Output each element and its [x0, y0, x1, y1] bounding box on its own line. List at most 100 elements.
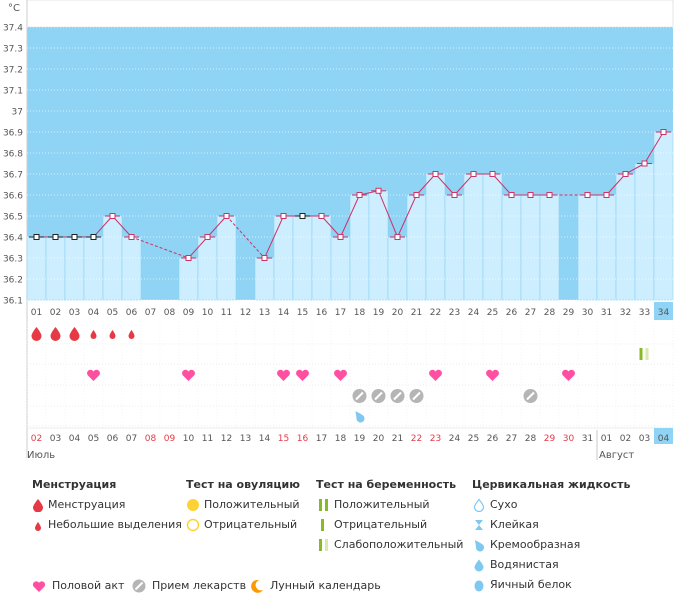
- legend-label: Яичный белок: [490, 578, 572, 591]
- heart-icon: [486, 369, 499, 381]
- legend-medication: Прием лекарств: [132, 578, 246, 594]
- legend-cervical-title: Цервикальная жидкость: [472, 478, 631, 491]
- y-tick-label: 37.2: [3, 66, 23, 76]
- bbt-chart: 36.1 36.2 36.3 36.4 36.5 36.6 36.7 36.8 36.9 37 37…: [3, 0, 674, 461]
- temp-segment: [188, 236, 208, 259]
- legend-pregnancy-negative: Отрицательный: [316, 518, 463, 538]
- temp-bar: [197, 236, 218, 301]
- legend-label: Сухо: [490, 498, 518, 511]
- legend-label: Отрицательный: [204, 518, 298, 531]
- pregnancy-test-icon: [639, 348, 643, 360]
- date-label: 15: [278, 434, 289, 444]
- date-label: 01: [601, 434, 612, 444]
- heart-icon: [296, 369, 309, 381]
- temp-segment: [93, 215, 113, 238]
- legend-label: Положительный: [334, 498, 430, 511]
- legend-label: Клейкая: [490, 518, 539, 531]
- x-tick-label: 31: [601, 308, 612, 318]
- legend-moon-calendar: Лунный календарь: [250, 578, 381, 594]
- month-label: Июль: [27, 450, 55, 461]
- small-blood-drop-icon: [90, 330, 97, 339]
- date-label: 13: [240, 434, 251, 444]
- blood-drop-icon: [33, 499, 43, 513]
- current-day-highlight: [654, 302, 673, 320]
- filled-circle-icon: [187, 499, 199, 511]
- temp-point: [489, 171, 496, 177]
- temp-segment: [606, 173, 626, 196]
- blood-drop-icon: [50, 327, 61, 342]
- y-tick-label: 36.1: [3, 297, 23, 307]
- top-band: [26, 0, 674, 28]
- date-label: 08: [145, 434, 157, 444]
- creamy-drop-icon: [355, 411, 365, 423]
- temp-point: [622, 171, 629, 177]
- temp-bar: [634, 163, 655, 301]
- heart-icon: [87, 369, 100, 381]
- temp-point: [128, 234, 135, 240]
- y-tick-label: 37: [12, 108, 23, 118]
- legend-label: Кремообразная: [490, 538, 581, 551]
- legend: Менструация Менструация Небольшие выделе…: [0, 478, 682, 595]
- x-tick-label: 16: [316, 308, 328, 318]
- legend-ovulation-title: Тест на овуляцию: [186, 478, 300, 491]
- sticky-icon: [475, 520, 483, 530]
- x-tick-label: 10: [202, 308, 214, 318]
- temp-point: [109, 213, 116, 219]
- date-label: 20: [373, 434, 385, 444]
- x-tick-label: 03: [69, 308, 80, 318]
- temp-point: [356, 192, 363, 198]
- temp-segment: [131, 236, 189, 259]
- temp-bar: [387, 236, 408, 301]
- temp-bar: [64, 236, 85, 301]
- x-tick-label: 28: [544, 308, 556, 318]
- x-tick-label: 12: [240, 308, 251, 318]
- y-tick-label: 36.5: [3, 213, 23, 223]
- temp-segment: [264, 215, 284, 259]
- date-label: 03: [639, 434, 650, 444]
- legend-cervical-watery: Водянистая: [472, 558, 630, 578]
- date-label: 17: [316, 434, 327, 444]
- temp-segment: [397, 194, 417, 238]
- date-label: 11: [202, 434, 213, 444]
- temp-segment: [378, 190, 398, 238]
- x-tick-label: 01: [31, 308, 42, 318]
- legend-pregnancy-weak: Слабоположительный: [316, 538, 463, 558]
- temp-point: [470, 171, 477, 177]
- legend-menstruation-light: Небольшие выделения: [32, 518, 182, 538]
- temp-segment: [340, 194, 360, 238]
- temp-bar: [26, 236, 47, 301]
- temp-bar: [539, 194, 560, 301]
- date-label: 25: [468, 434, 479, 444]
- y-axis-ticks: 36.1 36.2 36.3 36.4 36.5 36.6 36.7 36.8 36.9 37 37…: [3, 24, 23, 307]
- date-label: 02: [620, 434, 631, 444]
- x-tick-label: 08: [164, 308, 176, 318]
- temp-point: [432, 171, 439, 177]
- x-tick-label: 26: [506, 308, 518, 318]
- date-label: 04: [658, 434, 670, 444]
- legend-cervical-dry: Сухо: [472, 498, 630, 518]
- temp-point: [603, 192, 610, 198]
- x-tick-label: 21: [411, 308, 422, 318]
- y-tick-label: 36.3: [3, 255, 23, 265]
- temp-segment: [112, 215, 132, 238]
- legend-cervical-sticky: Клейкая: [472, 518, 630, 538]
- temp-segment: [416, 173, 436, 196]
- y-tick-label: 36.6: [3, 192, 23, 202]
- temp-bar: [596, 194, 617, 301]
- pill-stripe: [374, 391, 383, 401]
- x-tick-label: 17: [335, 308, 346, 318]
- temp-bar: [330, 236, 351, 301]
- temp-point: [451, 192, 458, 198]
- temp-bar: [444, 194, 465, 301]
- temp-point: [337, 234, 344, 240]
- temp-point: [660, 129, 667, 135]
- legend-label: Половой акт: [52, 579, 125, 592]
- date-label: 28: [525, 434, 537, 444]
- x-tick-label: 30: [582, 308, 594, 318]
- legend-intercourse: Половой акт: [32, 578, 124, 594]
- x-tick-label: 19: [373, 308, 385, 318]
- x-tick-label: 34: [658, 308, 670, 318]
- date-label: 27: [506, 434, 517, 444]
- temp-bar: [83, 236, 104, 301]
- x-tick-label: 13: [259, 308, 270, 318]
